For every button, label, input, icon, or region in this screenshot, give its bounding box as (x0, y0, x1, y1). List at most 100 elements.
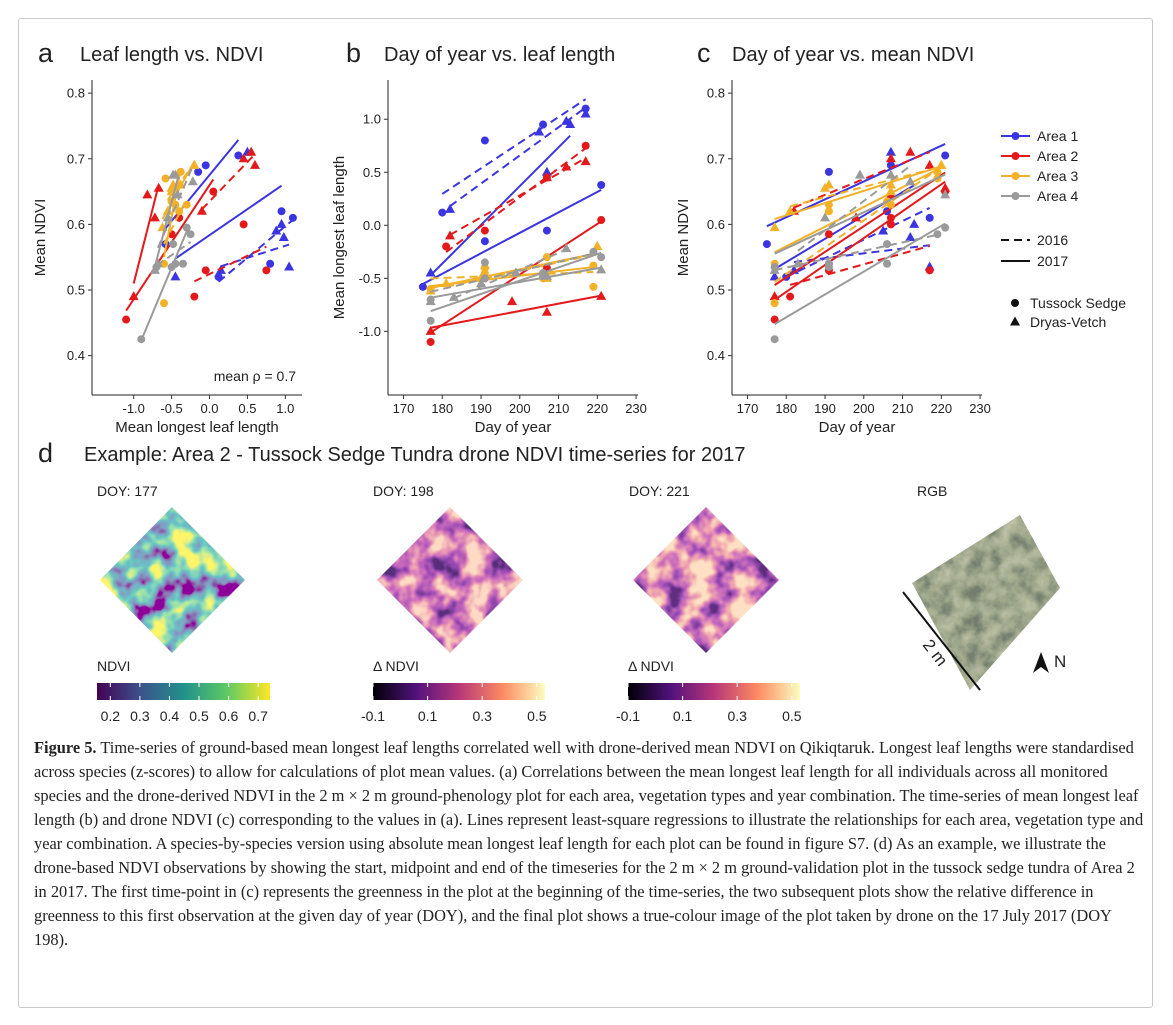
y-tick-label: 0.5 (363, 165, 381, 180)
x-tick-label: 220 (586, 401, 608, 416)
point (480, 237, 489, 246)
legend-label: Area 4 (1037, 188, 1078, 204)
x-tick-label: -1.0 (122, 401, 144, 416)
x-tick-label: 210 (548, 401, 570, 416)
y-tick-label: 0.8 (67, 86, 85, 101)
point (442, 242, 451, 251)
point (581, 141, 590, 150)
point (824, 230, 833, 239)
x-tick-label: 190 (470, 401, 492, 416)
y-axis-label: Mean NDVI (675, 199, 692, 277)
point (823, 179, 834, 189)
colorbar-tick-label: 0.6 (219, 708, 239, 724)
regression-line (441, 98, 587, 195)
legend-marker (1011, 152, 1020, 160)
point (936, 159, 947, 169)
delta-ndvi-map (377, 507, 523, 653)
regression-line (220, 243, 290, 268)
point (214, 272, 223, 281)
point (171, 259, 180, 268)
point (769, 222, 780, 232)
legend-label: 2017 (1037, 253, 1068, 269)
legend-marker (1011, 132, 1020, 140)
point (288, 213, 297, 222)
panel-letter: a (38, 38, 54, 68)
point (186, 230, 195, 239)
point (925, 213, 934, 222)
regression-line (217, 219, 294, 283)
point (565, 119, 576, 129)
colorbar (97, 683, 270, 700)
panel-letter: d (38, 438, 53, 468)
x-axis-label: Mean longest leaf length (115, 419, 278, 436)
north-label: N (1054, 652, 1066, 671)
point (182, 200, 191, 209)
point (762, 240, 771, 249)
point (249, 159, 260, 169)
point (878, 225, 889, 235)
point (886, 220, 895, 229)
point (507, 296, 518, 306)
y-tick-label: 0.4 (67, 348, 85, 363)
point (909, 218, 920, 228)
point (769, 264, 780, 274)
colorbar-tick-label: 0.2 (101, 708, 121, 724)
point (561, 161, 572, 171)
point (940, 182, 951, 192)
regression-line (153, 178, 179, 267)
point (128, 291, 139, 301)
colorbar-tick-label: 0.5 (189, 708, 209, 724)
point (597, 216, 606, 224)
colorbar-label: Δ NDVI (373, 658, 419, 674)
rgb-image (912, 515, 1060, 690)
point (426, 316, 435, 325)
image-label: DOY: 198 (373, 483, 434, 499)
x-tick-label: 170 (737, 401, 759, 416)
image-label: DOY: 177 (97, 483, 158, 499)
colorbar (373, 683, 545, 700)
point (426, 337, 435, 346)
legend-label: Area 3 (1037, 168, 1078, 184)
regression-line (422, 189, 602, 285)
point (941, 223, 950, 232)
point (187, 176, 198, 186)
colorbar-label: NDVI (97, 658, 130, 674)
point (883, 240, 892, 249)
point (175, 207, 184, 216)
point (885, 169, 896, 179)
point (885, 186, 896, 196)
point (149, 264, 160, 274)
regression-line (449, 106, 587, 207)
regression-line (774, 168, 938, 283)
y-tick-label: 1.0 (363, 112, 381, 127)
point (170, 271, 181, 281)
x-tick-label: 1.0 (276, 401, 294, 416)
point (580, 108, 591, 118)
colorbar-tick-label: 0.1 (673, 708, 693, 724)
point (169, 240, 178, 249)
regression-line (155, 241, 192, 267)
regression-line (793, 151, 931, 209)
point (425, 296, 436, 306)
panel-title: Day of year vs. leaf length (384, 44, 615, 66)
point (425, 325, 436, 335)
point (885, 146, 896, 156)
y-tick-label: 0.6 (67, 217, 85, 232)
point (476, 278, 487, 288)
point (194, 167, 203, 176)
point (824, 207, 833, 216)
x-tick-label: 210 (892, 401, 914, 416)
point (122, 315, 131, 324)
point (905, 146, 916, 156)
x-tick-label: 220 (930, 401, 952, 416)
point (438, 208, 447, 217)
point (596, 264, 607, 274)
point (589, 282, 598, 291)
y-tick-label: 0.7 (707, 151, 725, 166)
regression-line (774, 171, 946, 286)
north-arrow (1033, 652, 1049, 673)
point (209, 187, 218, 196)
regression-line (774, 180, 946, 301)
point (418, 282, 427, 291)
